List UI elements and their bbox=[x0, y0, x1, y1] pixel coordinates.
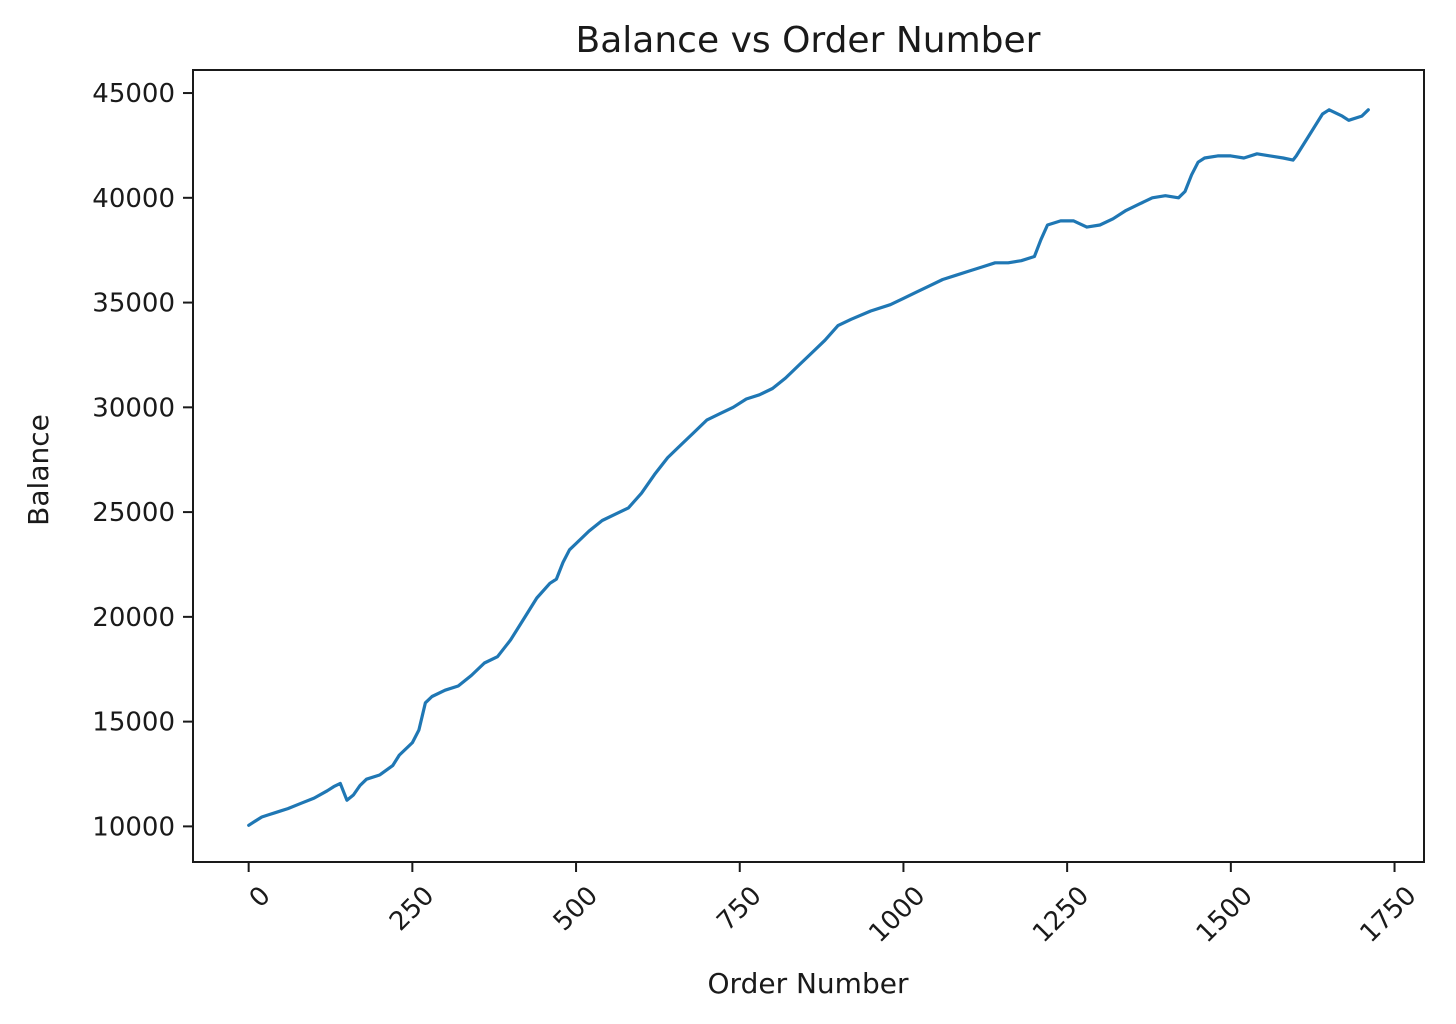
x-tick-label: 0 bbox=[244, 881, 277, 914]
x-tick-label: 1750 bbox=[1354, 881, 1422, 949]
chart-title: Balance vs Order Number bbox=[576, 20, 1041, 61]
y-tick-label: 45000 bbox=[92, 79, 175, 109]
y-tick-label: 15000 bbox=[92, 708, 175, 738]
series-line bbox=[247, 108, 1370, 827]
x-tick-label: 1000 bbox=[863, 881, 931, 949]
x-tick-label: 250 bbox=[384, 881, 440, 937]
x-tick-label: 1500 bbox=[1191, 881, 1259, 949]
y-tick-label: 10000 bbox=[92, 812, 175, 842]
x-tick-label: 500 bbox=[548, 881, 604, 937]
x-axis: 0 250 500 750 1000 1250 1500 1750 bbox=[244, 862, 1422, 949]
y-axis: 10000 15000 20000 25000 30000 35000 40000 45000 bbox=[92, 79, 193, 842]
y-axis-label: Balance bbox=[22, 414, 55, 526]
x-tick-label: 750 bbox=[711, 881, 767, 937]
x-tick-label: 1250 bbox=[1027, 881, 1095, 949]
y-tick-label: 25000 bbox=[92, 498, 175, 528]
plot-area-frame bbox=[192, 69, 1425, 863]
y-tick-label: 30000 bbox=[92, 393, 175, 423]
x-axis-label: Order Number bbox=[708, 967, 909, 1000]
y-tick-label: 35000 bbox=[92, 289, 175, 319]
y-tick-label: 20000 bbox=[92, 603, 175, 633]
y-tick-label: 40000 bbox=[92, 184, 175, 214]
